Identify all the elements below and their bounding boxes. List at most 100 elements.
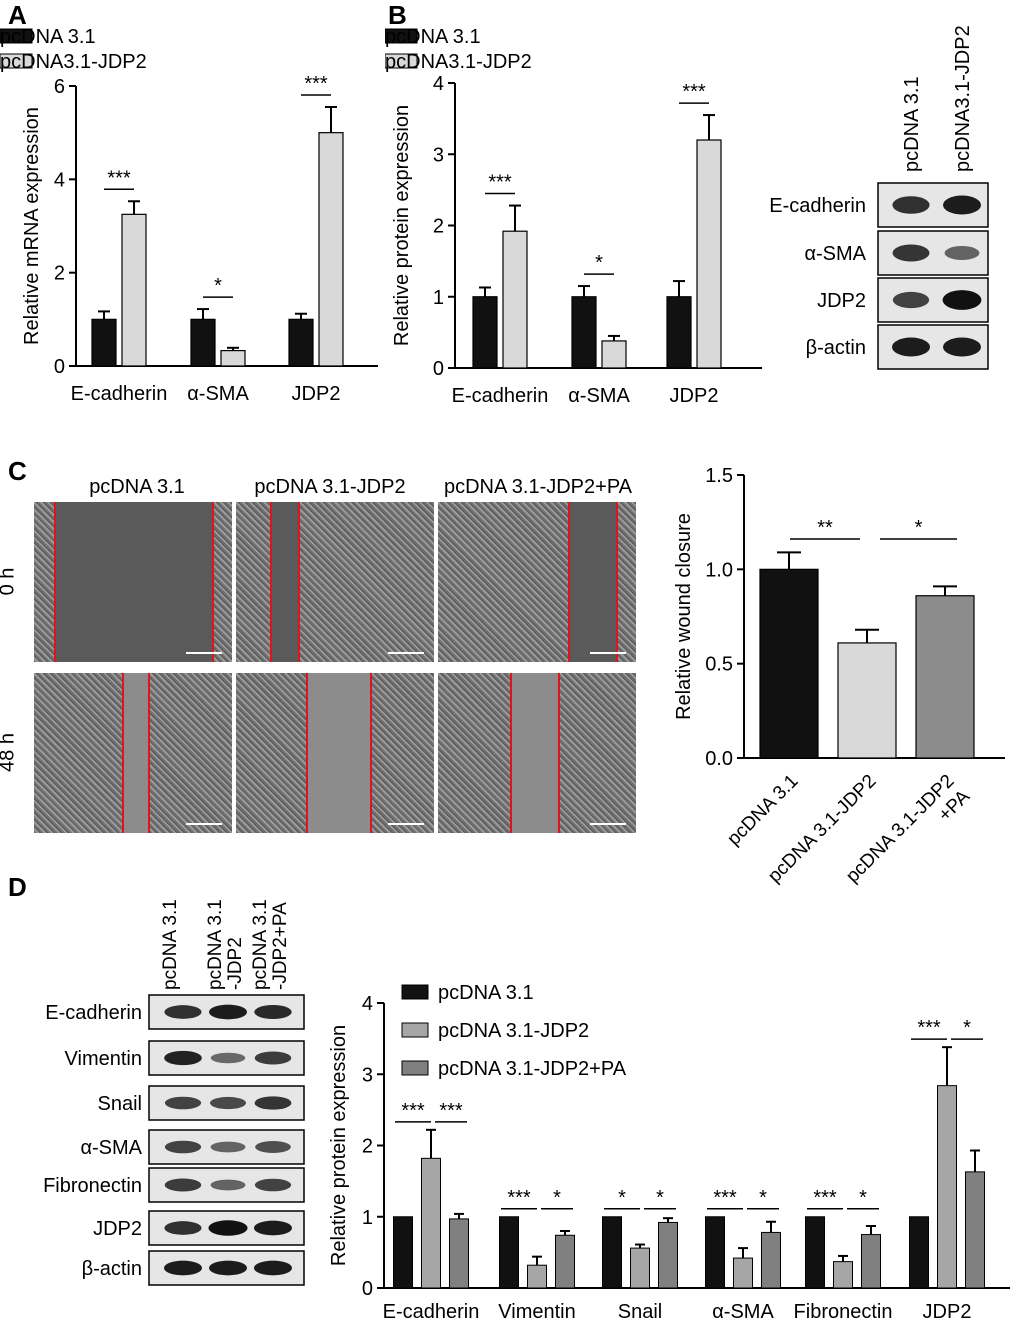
blot-row-label: Vimentin [65,1048,142,1070]
wound-edge-line [54,502,56,662]
bar [318,132,344,367]
bar [805,1216,825,1289]
chart-d: 0 1 2 3 4 Relative protein expression pcDNA 3.… [328,982,1010,1323]
scale-bar [590,652,626,654]
cell-layer [300,502,434,662]
blot-row-label: JDP2 [817,290,866,312]
wound-row-label: 48 h [0,733,19,772]
blot-row-label: β-actin [82,1258,142,1280]
blot-column-label: pcDNA3.1-JDP2 [952,25,974,172]
significance-label: * [553,1187,561,1209]
x-category-label: JDP2 [670,385,719,407]
blot-column-label: pcDNA 3.1-JDP2 [205,899,246,990]
bar [393,1216,413,1289]
bar [527,1264,547,1289]
x-category-label: pcDNA 3.1 [723,771,802,850]
y-tick-label: 0 [433,358,444,380]
blot-band [164,1050,202,1066]
bar [502,230,528,369]
y-tick-label: 3 [433,144,444,166]
blot-row-label: α-SMA [804,243,866,265]
significance-label: *** [488,172,512,194]
blot-band [164,1260,202,1276]
wound-photo [34,673,232,833]
cell-layer [236,502,270,662]
cell-layer [438,673,510,833]
bar [837,642,897,759]
bar [915,595,975,759]
cell-layer [34,673,122,833]
blot-row-label: JDP2 [93,1218,142,1240]
legend-swatch [401,1060,429,1076]
wound-column-label: pcDNA 3.1-JDP2 [254,476,406,498]
y-tick-label: 2 [54,263,65,285]
bar [288,318,314,367]
wound-column-label: pcDNA 3.1 [89,476,185,498]
legend-label: pcDNA3.1-JDP2 [0,51,147,73]
blot-band [944,246,980,260]
bar [121,213,147,367]
x-category-label: E-cadherin [452,385,549,407]
x-category-label: Snail [618,1301,662,1323]
significance-label: * [214,275,222,297]
blot-band [254,1260,292,1276]
wound-edge-line [558,673,560,833]
significance-label: * [963,1017,971,1039]
significance-label: *** [713,1187,737,1209]
cell-layer [372,673,434,833]
blot-band [892,196,930,214]
y-axis-label: Relative wound closure [673,513,695,720]
legend-label: pcDNA 3.1 [385,26,481,48]
y-tick-label: 1 [362,1207,373,1229]
bar [499,1216,519,1289]
y-tick-label: 0.0 [705,748,733,770]
cell-layer [214,502,232,662]
blot-column-label-line: -JDP2+PA [270,902,291,990]
blot-band [209,1004,247,1020]
blot-band [892,291,930,309]
blot-band [892,244,930,262]
significance-label: * [859,1187,867,1209]
bar [733,1257,753,1289]
bar [696,139,722,369]
wound-edge-line [122,673,124,833]
y-axis-label: Relative protein expression [328,1025,350,1266]
panel-label-a: A [8,0,27,30]
y-tick-label: 1.0 [705,559,733,581]
bar [190,318,216,367]
wound-edge-line [212,502,214,662]
wound-photo [236,502,434,662]
wound-edge-line [510,673,512,833]
bar [705,1216,725,1289]
x-category-label: JDP2 [923,1301,972,1323]
bar [91,318,117,367]
y-tick-label: 6 [54,76,65,98]
significance-label: * [759,1187,767,1209]
blot-row-label: Snail [98,1093,142,1115]
blot-column-label-line: pcDNA 3.1 [160,899,181,990]
wound-edge-line [616,502,618,662]
wound-photo [438,673,636,833]
bar [759,568,819,759]
blot-band [208,1220,248,1236]
blot-column-label-line: pcDNA 3.1 [205,899,226,990]
bar [861,1234,881,1289]
blot-column-label: pcDNA 3.1 [160,899,181,990]
bar [666,296,692,369]
legend-swatch [385,53,418,69]
wound-row-label: 0 h [0,562,20,602]
significance-label: *** [682,81,706,103]
bar [220,350,246,367]
blot-band [892,337,930,357]
y-tick-label: 1 [433,287,444,309]
blot-band [943,195,981,215]
wound-photo [438,502,636,662]
significance-label: * [915,517,923,539]
significance-label: *** [107,167,131,189]
blot-band [942,290,982,310]
wound-column-label: pcDNA 3.1-JDP2+PA [443,476,633,498]
legend-label: pcDNA 3.1-JDP2 [438,1020,589,1042]
scale-bar [186,823,222,825]
bar [602,1216,622,1289]
